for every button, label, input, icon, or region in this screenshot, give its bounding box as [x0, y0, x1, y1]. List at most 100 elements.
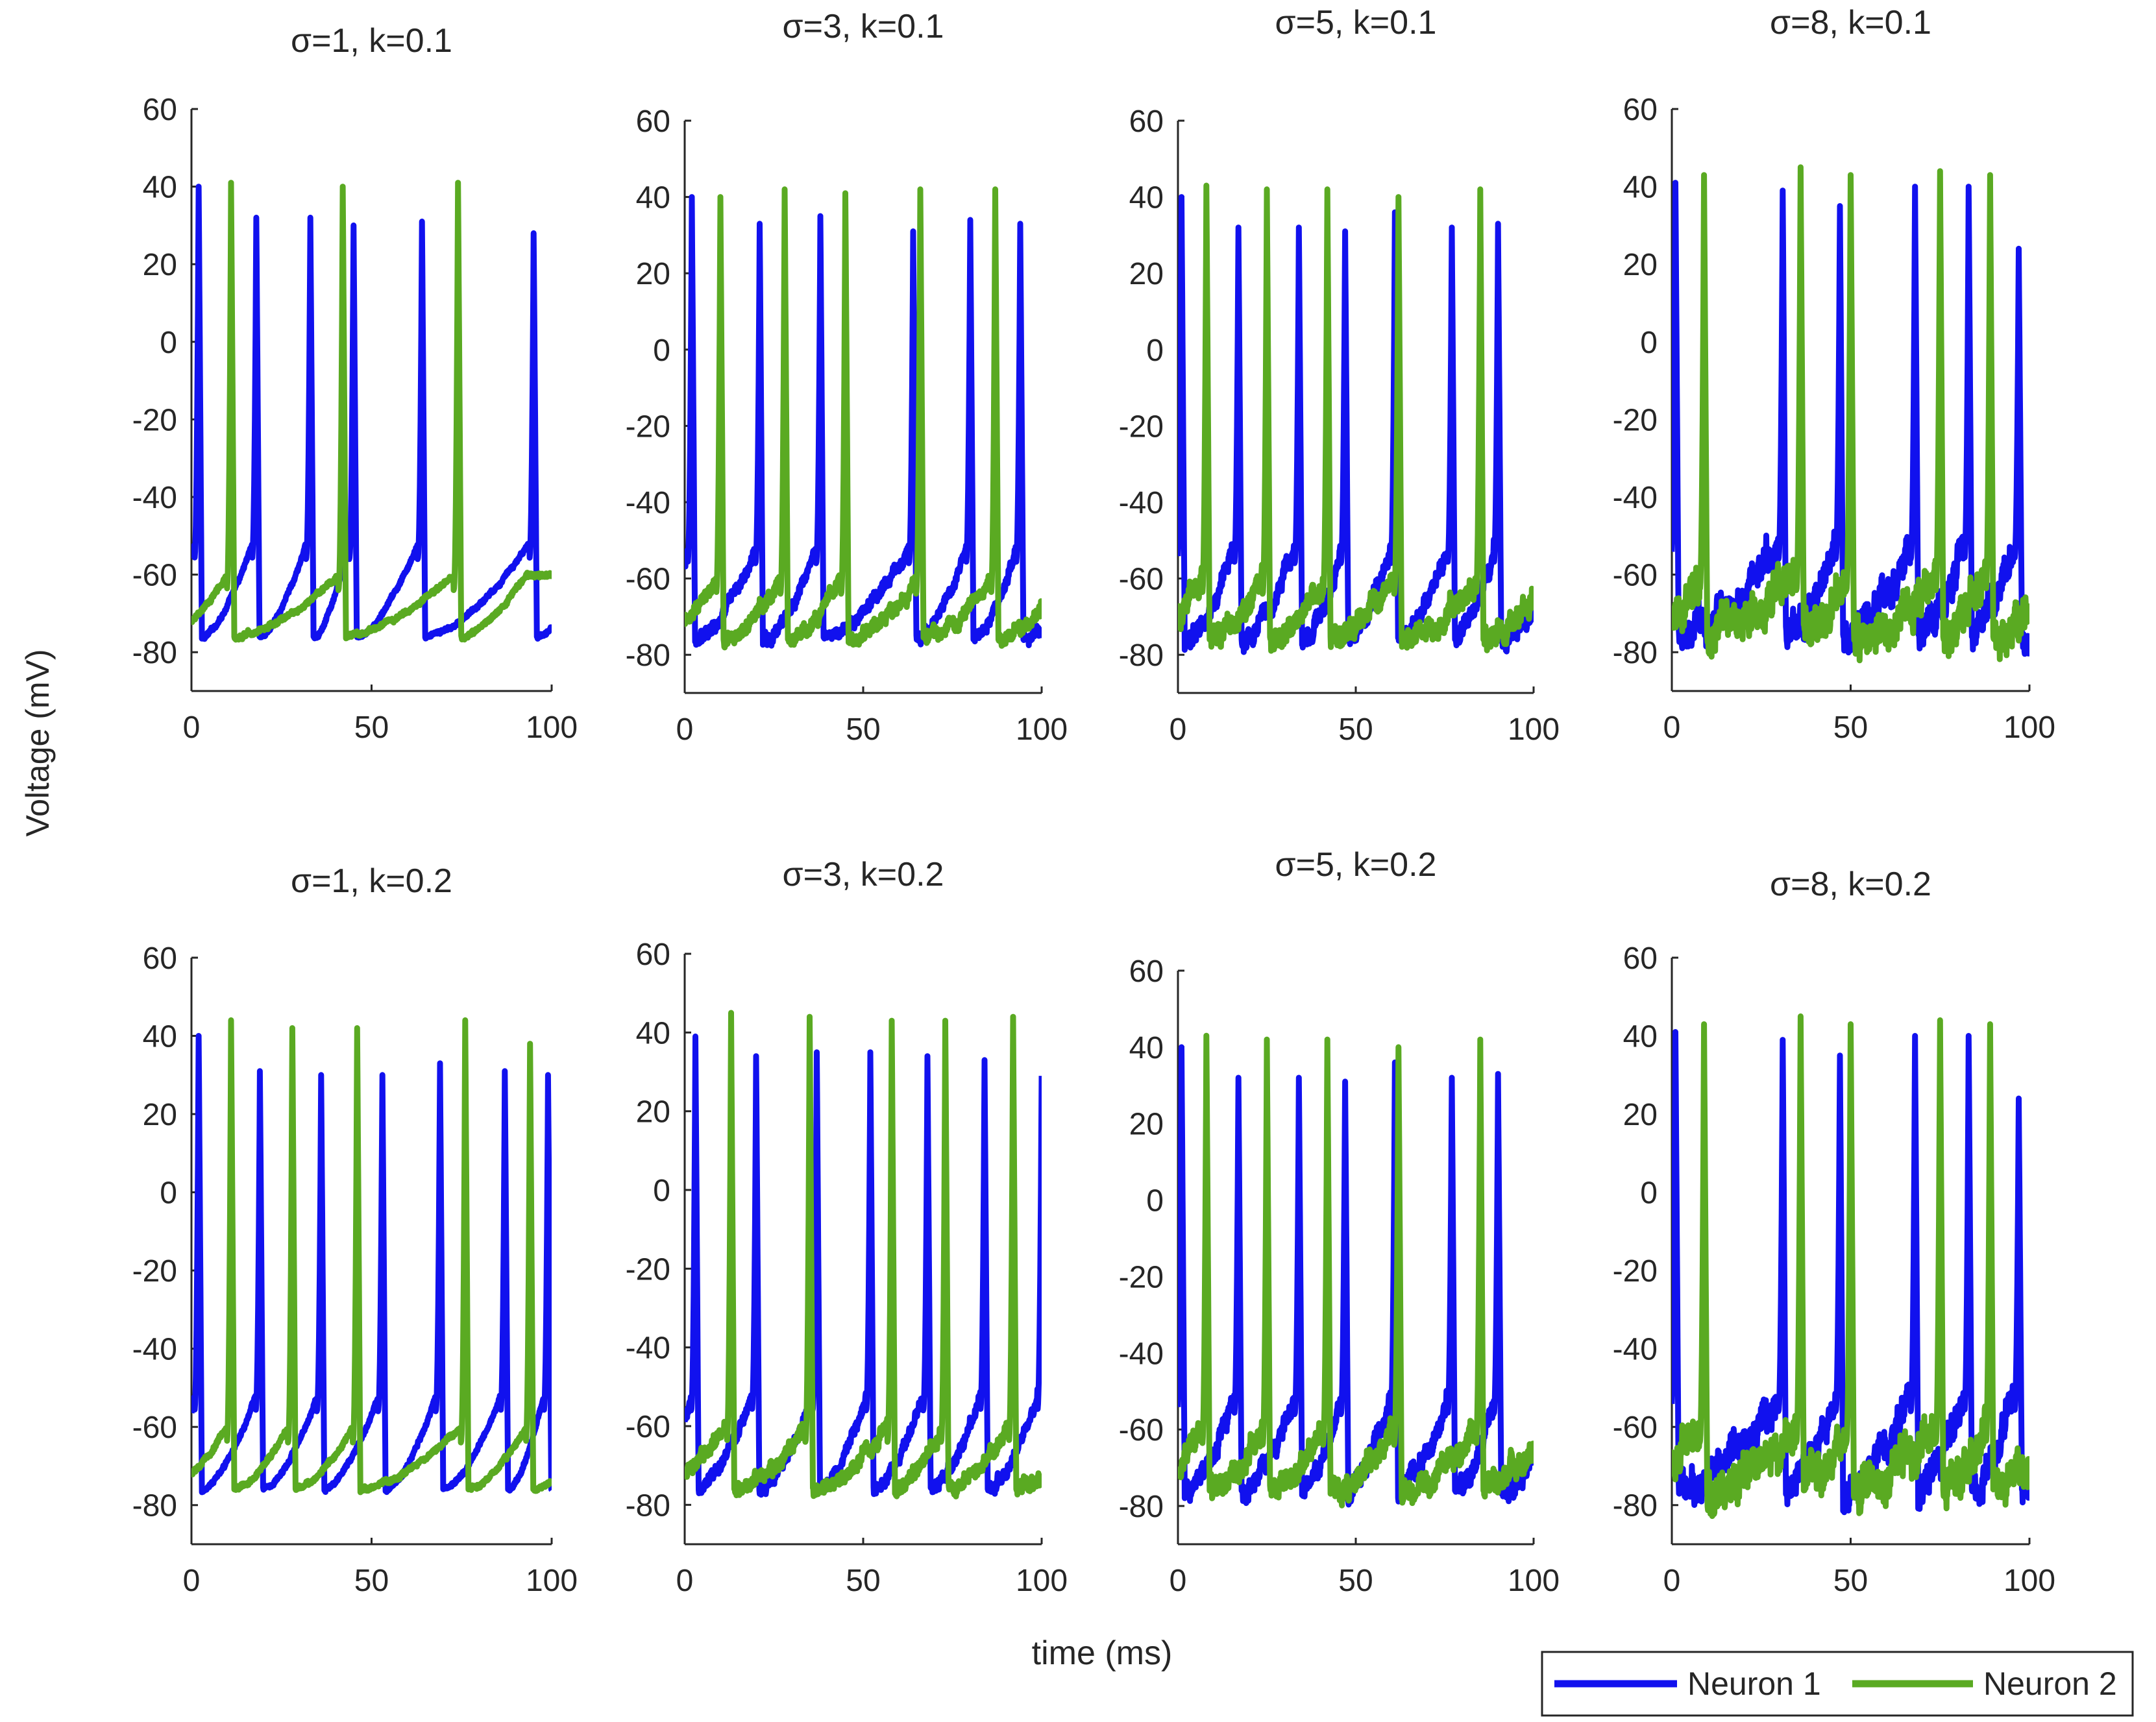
y-tick-label: -40 — [1613, 1333, 1658, 1367]
y-tick-label: -80 — [1119, 638, 1164, 673]
y-tick-label: 0 — [160, 1176, 177, 1211]
subplot-3: σ=5, k=0.1 -80 -60 -40 -20 0 20 40 60 0 50 100 — [1119, 4, 1560, 747]
x-tick-label: 50 — [354, 710, 389, 745]
x-axis-label: time (ms) — [1032, 1634, 1173, 1672]
y-tick-label: 40 — [636, 181, 670, 215]
series-line-neuron-1 — [191, 1033, 552, 1496]
y-tick-label: -80 — [626, 1488, 670, 1523]
y-tick-label: -40 — [132, 1333, 177, 1367]
y-tick-label: -80 — [626, 638, 670, 673]
y-tick-label: -20 — [132, 1254, 177, 1289]
y-tick-label: 20 — [143, 1098, 177, 1132]
y-tick-label: 60 — [143, 93, 177, 127]
y-tick-label: 40 — [1129, 181, 1164, 215]
series-line-neuron-2 — [191, 180, 552, 643]
y-tick-label: 40 — [143, 1020, 177, 1054]
subplot-8: σ=8, k=0.2 -80 -60 -40 -20 0 20 40 60 0 50 100 — [1613, 866, 2055, 1598]
subplot-title: σ=1, k=0.2 — [291, 862, 452, 900]
y-tick-label: -20 — [1613, 403, 1658, 437]
y-tick-label: -60 — [1119, 563, 1164, 597]
y-tick-label: -40 — [1613, 481, 1658, 515]
subplot-title: σ=8, k=0.1 — [1770, 4, 1931, 42]
legend-label-neuron-2: Neuron 2 — [1983, 1666, 2117, 1702]
y-tick-label: 40 — [1623, 171, 1658, 205]
x-tick-label: 50 — [354, 1564, 389, 1598]
y-tick-label: 40 — [636, 1016, 670, 1050]
y-tick-label: 20 — [1129, 1108, 1164, 1142]
y-tick-label: -20 — [1119, 1260, 1164, 1294]
y-tick-label: 0 — [1640, 1176, 1658, 1211]
y-tick-label: -20 — [132, 403, 177, 437]
series-line-neuron-2 — [1178, 1032, 1534, 1509]
y-tick-label: -20 — [626, 409, 670, 444]
y-tick-label: 60 — [1623, 941, 1658, 976]
subplot-title: σ=3, k=0.2 — [783, 856, 944, 893]
subplot-6: σ=3, k=0.2 -80 -60 -40 -20 0 20 40 60 0 50 100 — [626, 856, 1068, 1598]
x-tick-label: 100 — [1016, 1564, 1068, 1598]
y-tick-label: -20 — [626, 1252, 670, 1287]
y-tick-label: 0 — [1146, 1184, 1164, 1219]
y-tick-label: 20 — [143, 248, 177, 282]
x-tick-label: 50 — [1833, 710, 1868, 745]
y-tick-label: -80 — [1613, 636, 1658, 670]
x-tick-label: 0 — [676, 712, 694, 747]
y-tick-label: 40 — [1129, 1031, 1164, 1065]
legend: Neuron 1 Neuron 2 — [1541, 1651, 2134, 1717]
y-tick-label: -60 — [132, 559, 177, 593]
x-tick-label: 100 — [2003, 710, 2055, 745]
subplot-title: σ=1, k=0.1 — [291, 22, 452, 60]
y-tick-label: -80 — [132, 636, 177, 670]
y-tick-label: -20 — [1613, 1254, 1658, 1289]
y-tick-label: 60 — [636, 938, 670, 972]
series-line-neuron-1 — [1672, 1029, 2029, 1516]
y-tick-label: 20 — [636, 1095, 670, 1130]
y-tick-label: 60 — [1129, 104, 1164, 139]
y-tick-label: -40 — [626, 1331, 670, 1366]
subplot-title: σ=5, k=0.1 — [1275, 4, 1437, 42]
series-line-neuron-1 — [685, 194, 1042, 649]
y-tick-label: -60 — [626, 563, 670, 597]
y-tick-label: 20 — [636, 257, 670, 291]
subplot-4: σ=8, k=0.1 -80 -60 -40 -20 0 20 40 60 0 50 100 — [1613, 4, 2055, 745]
y-tick-label: -40 — [1119, 1337, 1164, 1371]
y-tick-label: 20 — [1129, 257, 1164, 291]
y-tick-label: -60 — [132, 1411, 177, 1445]
subplot-title: σ=5, k=0.2 — [1275, 846, 1437, 884]
y-tick-label: 20 — [1623, 248, 1658, 282]
subplot-title: σ=8, k=0.2 — [1770, 866, 1931, 903]
x-tick-label: 50 — [846, 712, 880, 747]
series-line-neuron-1 — [685, 1033, 1042, 1498]
x-tick-label: 100 — [526, 710, 578, 745]
series-line-neuron-2 — [1178, 182, 1534, 654]
y-tick-label: 0 — [1146, 333, 1164, 368]
y-tick-label: -60 — [626, 1410, 670, 1444]
x-tick-label: 0 — [1663, 1564, 1681, 1598]
y-tick-label: -80 — [1119, 1490, 1164, 1524]
x-tick-label: 100 — [1508, 1564, 1560, 1598]
x-tick-label: 50 — [1338, 1564, 1373, 1598]
y-tick-label: 0 — [653, 1174, 670, 1208]
y-tick-label: -80 — [1613, 1489, 1658, 1523]
x-tick-label: 0 — [1170, 712, 1187, 747]
subplot-2: σ=3, k=0.1 -80 -60 -40 -20 0 20 40 60 0 50 100 — [626, 8, 1068, 747]
series-line-neuron-2 — [685, 186, 1042, 651]
y-tick-label: -20 — [1119, 409, 1164, 444]
series-line-neuron-2 — [1672, 1013, 2029, 1520]
y-tick-label: 40 — [143, 171, 177, 205]
x-tick-label: 0 — [183, 1564, 201, 1598]
x-tick-label: 50 — [1338, 712, 1373, 747]
x-tick-label: 0 — [1170, 1564, 1187, 1598]
series-line-neuron-2 — [1672, 164, 2029, 664]
x-tick-label: 50 — [846, 1564, 880, 1598]
y-tick-label: 40 — [1623, 1020, 1658, 1054]
x-tick-label: 0 — [676, 1564, 694, 1598]
legend-label-neuron-1: Neuron 1 — [1687, 1666, 1821, 1702]
y-tick-label: 60 — [143, 941, 177, 976]
y-tick-label: 60 — [1129, 954, 1164, 989]
series-line-neuron-1 — [191, 184, 552, 642]
x-tick-label: 0 — [1663, 710, 1681, 745]
y-tick-label: -60 — [1119, 1413, 1164, 1448]
y-tick-label: -60 — [1613, 559, 1658, 593]
